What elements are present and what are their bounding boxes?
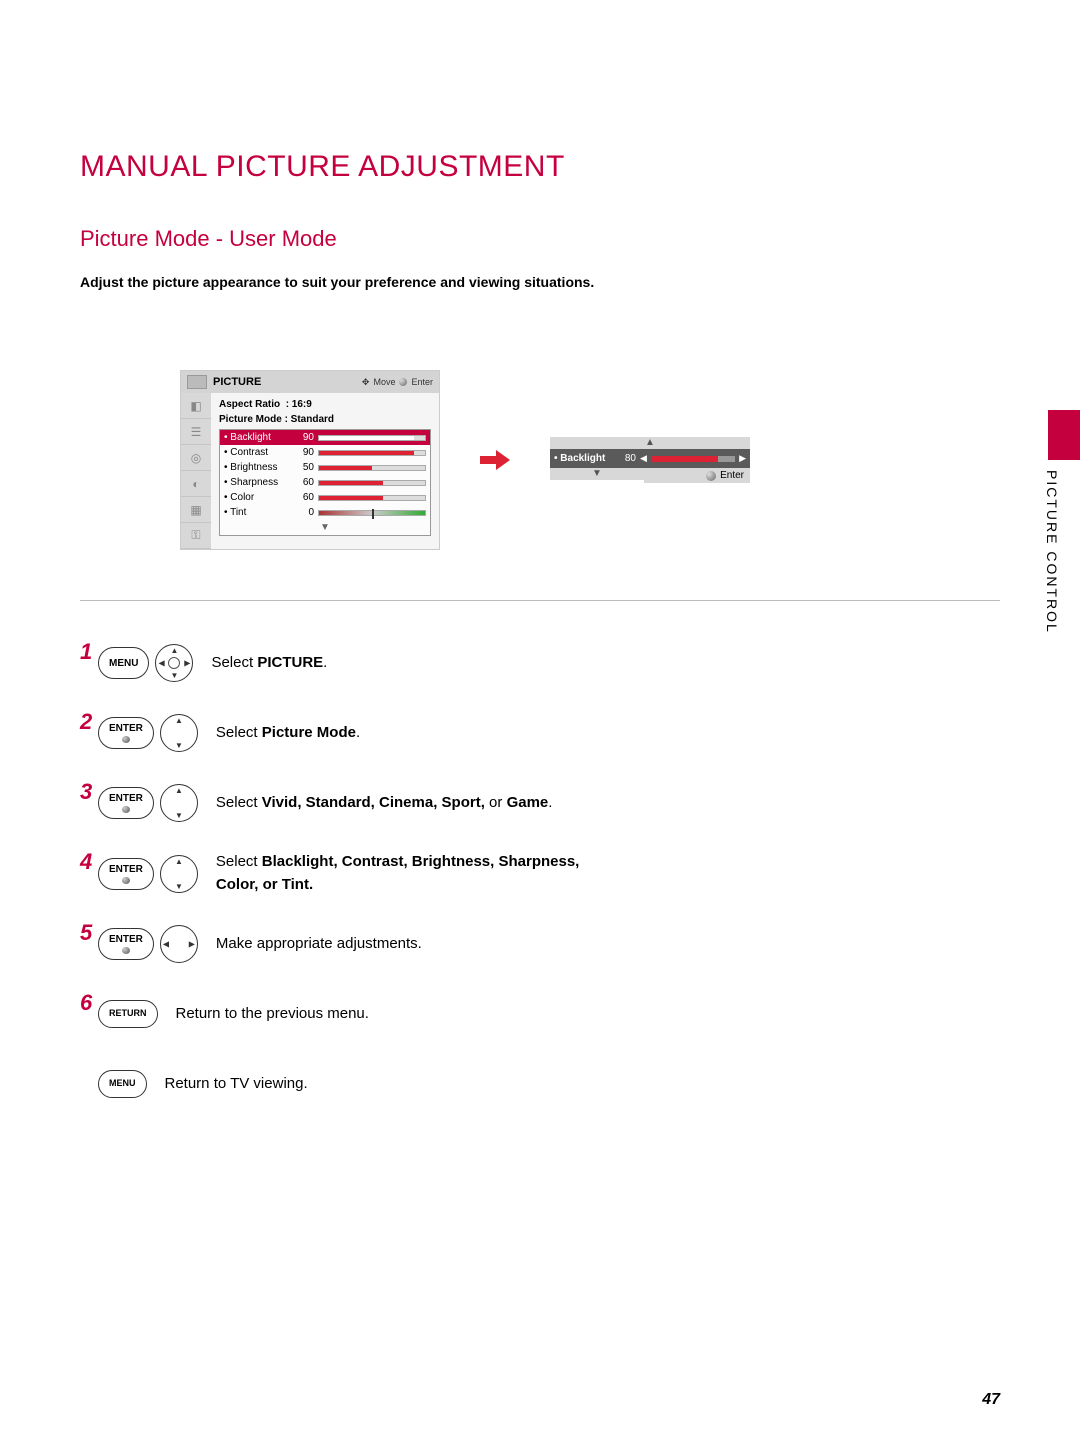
step-4: 4 ENTER ▲▼◀▶ Select Blacklight, Contrast… <box>80 851 1000 896</box>
step-2-number: 2 <box>80 711 98 733</box>
popout-label: • Backlight <box>554 453 614 464</box>
enter-button[interactable]: ENTER <box>98 717 154 749</box>
osd-move-label: Move <box>373 377 395 387</box>
step-5-text: Make appropriate adjustments. <box>216 933 422 956</box>
arrow-right-icon <box>480 450 510 470</box>
step-1: 1 MENU ▲▼◀▶ Select PICTURE. <box>80 641 1000 685</box>
dpad-updown-icon[interactable]: ▲▼◀▶ <box>160 714 198 752</box>
osd-setting-row: • Backlight90 <box>220 430 430 445</box>
step-1-number: 1 <box>80 641 98 663</box>
return-button[interactable]: RETURN <box>98 1000 158 1028</box>
divider <box>80 600 1000 601</box>
osd-setting-row: • Sharpness60 <box>220 475 430 490</box>
step-4-number: 4 <box>80 851 98 873</box>
osd-header: PICTURE ✥ Move Enter <box>181 371 439 393</box>
section-subtitle: Picture Mode - User Mode <box>80 226 1000 252</box>
popout-up-arrow: ▲ <box>550 437 750 449</box>
step-4-text: Select Blacklight, Contrast, Brightness,… <box>216 851 616 896</box>
enter-button[interactable]: ENTER <box>98 928 154 960</box>
picture-menu-icon <box>187 375 207 389</box>
dpad-updown-icon[interactable]: ▲▼◀▶ <box>160 784 198 822</box>
osd-setting-row: • Tint0 <box>220 505 430 520</box>
osd-side-icon-3: ◎ <box>181 445 211 471</box>
popout-value: 80 <box>618 453 636 464</box>
step-6-text: Return to the previous menu. <box>176 1003 369 1026</box>
step-6-number: 6 <box>80 992 98 1014</box>
menu-button[interactable]: MENU <box>98 1070 147 1098</box>
osd-setting-row: • Contrast90 <box>220 445 430 460</box>
osd-down-arrow: ▼ <box>220 520 430 535</box>
osd-header-title: PICTURE <box>213 376 261 388</box>
osd-mode-row: Picture Mode : Standard <box>219 414 431 425</box>
popout-down-arrow: ▼ <box>550 468 644 480</box>
osd-panel: PICTURE ✥ Move Enter ◧ ☰ ◎ ◐ ▦ ⚿ <box>180 370 440 550</box>
step-7: MENU Return to TV viewing. <box>80 1062 1000 1106</box>
enter-button[interactable]: ENTER <box>98 787 154 819</box>
step-2: 2 ENTER ▲▼◀▶ Select Picture Mode. <box>80 711 1000 755</box>
osd-setting-row: • Color60 <box>220 490 430 505</box>
step-2-text: Select Picture Mode. <box>216 722 360 745</box>
dpad-updown-icon[interactable]: ▲▼◀▶ <box>160 855 198 893</box>
osd-side-icon-2: ☰ <box>181 419 211 445</box>
osd-sidebar: ◧ ☰ ◎ ◐ ▦ ⚿ <box>181 393 211 549</box>
osd-aspect-row: Aspect Ratio : 16:9 <box>219 399 431 410</box>
popout-left-arrow: ◀ <box>640 453 647 464</box>
osd-side-icon-1: ◧ <box>181 393 211 419</box>
dpad-all-icon[interactable]: ▲▼◀▶ <box>155 644 193 682</box>
osd-side-icon-4: ◐ <box>181 471 211 497</box>
osd-side-icon-5: ▦ <box>181 497 211 523</box>
step-3-number: 3 <box>80 781 98 803</box>
enter-dot-icon <box>706 471 716 481</box>
osd-setting-row: • Brightness50 <box>220 460 430 475</box>
dpad-leftright-icon[interactable]: ▲▼◀▶ <box>160 925 198 963</box>
page-title: MANUAL PICTURE ADJUSTMENT <box>80 150 1000 184</box>
step-6: 6 RETURN Return to the previous menu. <box>80 992 1000 1036</box>
popout-enter: Enter <box>644 468 750 483</box>
step-3-text: Select Vivid, Standard, Cinema, Sport, o… <box>216 792 553 815</box>
step-5-number: 5 <box>80 922 98 944</box>
side-tab-label: PICTURE CONTROL <box>1044 460 1068 634</box>
enter-button[interactable]: ENTER <box>98 858 154 890</box>
step-3: 3 ENTER ▲▼◀▶ Select Vivid, Standard, Cin… <box>80 781 1000 825</box>
osd-enter-label: Enter <box>411 377 433 387</box>
backlight-popout: ▲ • Backlight 80 ◀ ▶ ▼ Enter <box>550 437 750 483</box>
step-5: 5 ENTER ▲▼◀▶ Make appropriate adjustment… <box>80 922 1000 966</box>
osd-side-icon-6: ⚿ <box>181 523 211 549</box>
intro-text: Adjust the picture appearance to suit yo… <box>80 274 1000 290</box>
move-icon: ✥ <box>362 377 370 388</box>
step-1-text: Select PICTURE. <box>211 652 327 675</box>
osd-settings-list: • Backlight90• Contrast90• Brightness50•… <box>219 429 431 536</box>
page-number: 47 <box>982 1391 1000 1409</box>
side-tab: PICTURE CONTROL <box>1044 410 1080 634</box>
enter-icon <box>399 378 407 386</box>
step-7-text: Return to TV viewing. <box>165 1073 308 1096</box>
popout-right-arrow: ▶ <box>739 453 746 464</box>
menu-button[interactable]: MENU <box>98 647 149 679</box>
